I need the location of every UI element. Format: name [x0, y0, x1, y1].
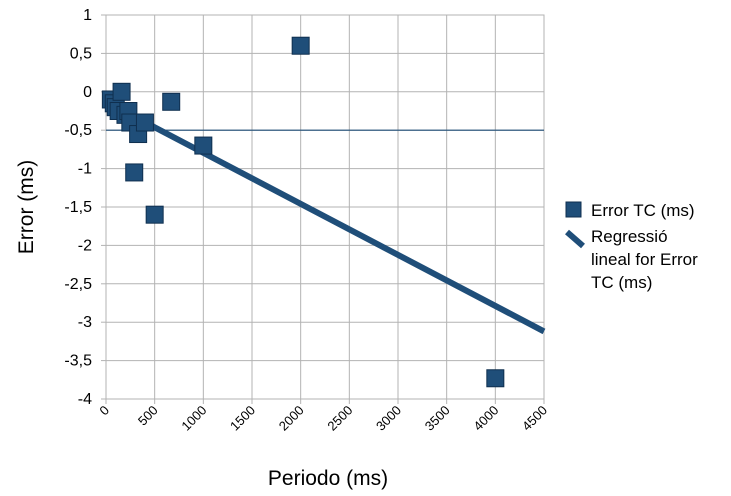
y-tick-label: -0,5 [64, 122, 92, 139]
y-tick-label: -1,5 [64, 199, 92, 216]
y-tick-label: 1 [83, 7, 92, 24]
data-point [194, 136, 213, 155]
x-tick-label: 1000 [178, 403, 209, 434]
x-tick-label: 1500 [227, 403, 258, 434]
data-point [162, 92, 181, 111]
plot-border [105, 14, 545, 400]
legend-marker-error-tc [565, 201, 582, 218]
y-tick-label: -4 [78, 391, 92, 408]
y-tick-label: -2,5 [64, 276, 92, 293]
x-axis-title: Periodo (ms) [268, 467, 388, 490]
x-tick-label: 0 [96, 403, 112, 419]
series-layer [101, 36, 546, 388]
y-tick-label: -3,5 [64, 353, 92, 370]
y-tick-label: 0 [83, 84, 92, 101]
legend-label-regression-line-3: TC (ms) [591, 273, 652, 292]
legend-label-regression-line-2: lineal for Error [591, 250, 698, 269]
y-tick-label: -1 [78, 161, 92, 178]
legend: Error TC (ms) Regressió lineal for Error… [565, 201, 698, 292]
data-point [145, 205, 164, 224]
x-tick-label: 3500 [422, 403, 453, 434]
data-point [125, 163, 144, 182]
x-tick-label: 3000 [373, 403, 404, 434]
grid-lines [105, 14, 545, 400]
x-tick-label: 4000 [470, 403, 501, 434]
legend-marker-regression [565, 229, 585, 249]
axes [101, 14, 545, 404]
tick-labels: 10,50-0,5-1-1,5-2-2,5-3-3,5-40 500 1000 150… [64, 7, 550, 434]
data-point [486, 369, 505, 388]
data-point [112, 82, 131, 101]
x-tick-label: 500 [135, 403, 161, 429]
data-point [135, 113, 154, 132]
x-tick-label: 2500 [324, 403, 355, 434]
y-tick-label: -2 [78, 237, 92, 254]
y-axis-title: Error (ms) [15, 160, 38, 254]
regression-line [104, 99, 546, 335]
legend-label-regression-line-1: Regressió [591, 227, 668, 246]
y-tick-label: -3 [78, 314, 92, 331]
data-point [291, 36, 310, 55]
legend-label-error-tc: Error TC (ms) [591, 201, 695, 220]
x-tick-label: 4500 [519, 403, 550, 434]
x-tick-label: 2000 [276, 403, 307, 434]
y-tick-label: 0,5 [70, 45, 92, 62]
